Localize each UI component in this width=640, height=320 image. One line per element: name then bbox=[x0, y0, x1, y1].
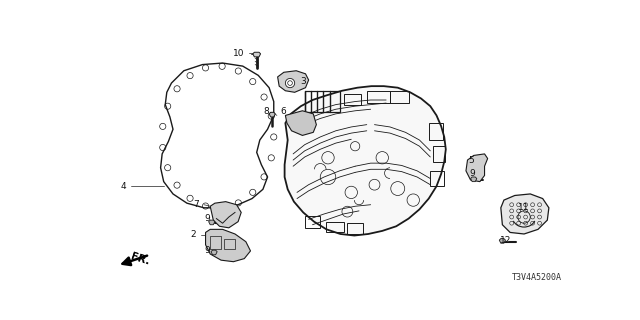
Bar bbox=[344, 94, 360, 105]
Bar bbox=[305, 91, 340, 112]
Text: 8: 8 bbox=[263, 107, 269, 116]
Polygon shape bbox=[285, 86, 446, 236]
Polygon shape bbox=[210, 202, 241, 228]
Polygon shape bbox=[501, 194, 549, 234]
Bar bbox=[367, 91, 390, 103]
Polygon shape bbox=[470, 177, 477, 182]
Polygon shape bbox=[278, 71, 308, 92]
Text: T3V4A5200A: T3V4A5200A bbox=[512, 273, 563, 282]
Text: 2: 2 bbox=[191, 230, 196, 239]
Bar bbox=[430, 171, 444, 186]
Text: 7: 7 bbox=[194, 200, 199, 209]
Text: 9: 9 bbox=[470, 169, 476, 179]
Text: 10: 10 bbox=[233, 49, 244, 58]
Text: 12: 12 bbox=[500, 236, 511, 245]
Bar bbox=[348, 223, 363, 234]
Polygon shape bbox=[499, 239, 506, 243]
Polygon shape bbox=[211, 250, 217, 255]
Text: 4: 4 bbox=[121, 182, 127, 191]
Polygon shape bbox=[285, 111, 316, 135]
Polygon shape bbox=[205, 229, 250, 262]
Bar bbox=[390, 91, 408, 103]
Text: FR.: FR. bbox=[130, 252, 151, 267]
Polygon shape bbox=[269, 112, 275, 117]
Bar bbox=[429, 123, 443, 140]
Text: 6: 6 bbox=[280, 107, 286, 116]
Bar bbox=[433, 146, 445, 162]
Polygon shape bbox=[209, 220, 215, 225]
Text: 5: 5 bbox=[468, 156, 474, 164]
Text: 11: 11 bbox=[518, 203, 529, 212]
Bar bbox=[326, 222, 344, 232]
Text: 3: 3 bbox=[301, 77, 307, 86]
Bar bbox=[210, 236, 221, 249]
Bar bbox=[224, 239, 235, 249]
Polygon shape bbox=[466, 154, 488, 182]
Text: 9: 9 bbox=[204, 246, 210, 255]
Bar bbox=[305, 215, 320, 228]
Circle shape bbox=[285, 78, 294, 88]
Polygon shape bbox=[253, 52, 260, 57]
Text: 9: 9 bbox=[204, 214, 210, 223]
